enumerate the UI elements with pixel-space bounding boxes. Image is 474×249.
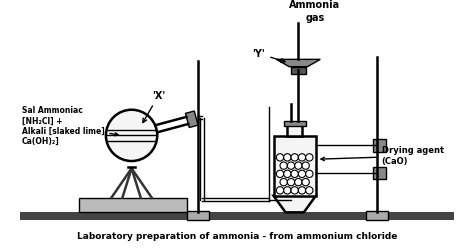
Bar: [374, 139, 386, 152]
Text: 'X': 'X': [143, 91, 165, 123]
Circle shape: [298, 170, 306, 178]
Bar: [366, 211, 388, 220]
Circle shape: [302, 179, 310, 186]
Bar: [291, 67, 306, 74]
Bar: [188, 211, 210, 220]
Circle shape: [302, 162, 310, 169]
Circle shape: [276, 170, 283, 178]
Circle shape: [283, 187, 291, 194]
Circle shape: [306, 170, 313, 178]
Polygon shape: [276, 59, 320, 67]
Circle shape: [295, 179, 302, 186]
Circle shape: [295, 162, 302, 169]
Polygon shape: [185, 111, 198, 127]
Circle shape: [306, 154, 313, 161]
Text: Drying agent
(CaO): Drying agent (CaO): [321, 146, 444, 166]
Bar: [287, 124, 302, 136]
Text: Laboratory preparation of ammonia - from ammonium chloride: Laboratory preparation of ammonia - from…: [77, 232, 397, 241]
Circle shape: [276, 154, 283, 161]
Bar: [79, 198, 188, 212]
Circle shape: [283, 170, 291, 178]
Circle shape: [291, 170, 298, 178]
Bar: [20, 212, 454, 220]
Circle shape: [287, 179, 295, 186]
Polygon shape: [273, 196, 316, 212]
Circle shape: [287, 162, 295, 169]
Text: Ammonia
gas: Ammonia gas: [289, 0, 340, 23]
Circle shape: [298, 154, 306, 161]
Bar: [374, 167, 386, 179]
Circle shape: [291, 187, 298, 194]
Circle shape: [280, 162, 287, 169]
Circle shape: [283, 154, 291, 161]
Circle shape: [106, 110, 157, 161]
Circle shape: [306, 187, 313, 194]
Circle shape: [291, 154, 298, 161]
Text: 'Y': 'Y': [253, 49, 285, 62]
Bar: [283, 121, 306, 126]
Text: Sal Ammoniac
[NH₂Cl] +
Alkali [slaked lime]
Ca(OH)₂]: Sal Ammoniac [NH₂Cl] + Alkali [slaked li…: [22, 106, 118, 146]
Circle shape: [298, 187, 306, 194]
Bar: [273, 136, 316, 196]
Circle shape: [276, 187, 283, 194]
Circle shape: [280, 179, 287, 186]
